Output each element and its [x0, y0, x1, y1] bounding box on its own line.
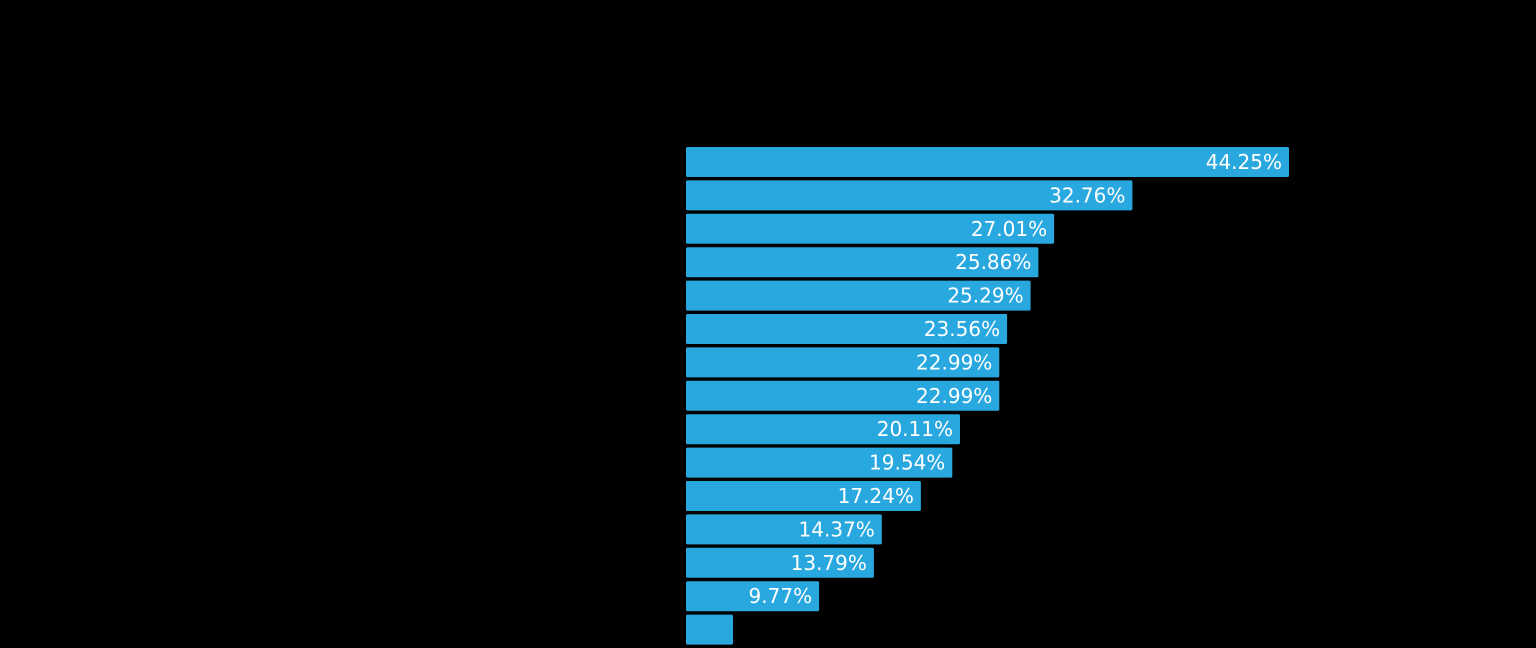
bar-value-label-7: 22.99% [916, 384, 992, 408]
bar-value-label-6: 22.99% [916, 350, 992, 374]
bar-6 [686, 347, 1000, 378]
bar-8 [686, 414, 960, 445]
bar-value-label-13: 9.77% [749, 584, 813, 608]
bar-4 [686, 280, 1031, 311]
bar-value-label-0: 44.25% [1206, 150, 1282, 174]
bar-11 [686, 514, 882, 545]
bar-value-label-8: 20.11% [877, 417, 953, 441]
bar-value-label-9: 19.54% [869, 451, 945, 475]
bar-5 [686, 314, 1008, 344]
bar-7 [686, 380, 1000, 411]
bar-value-label-2: 27.01% [971, 217, 1047, 241]
bar-value-label-10: 17.24% [838, 484, 914, 508]
bar-value-label-12: 13.79% [791, 551, 867, 575]
bar-value-label-5: 23.56% [924, 317, 1000, 341]
bar-13 [686, 581, 820, 612]
bar-value-label-1: 32.76% [1049, 183, 1125, 207]
bar-value-label-3: 25.86% [955, 250, 1031, 274]
bar-value-label-11: 14.37% [799, 517, 875, 541]
bar-value-label-4: 25.29% [947, 284, 1023, 308]
bar-12 [686, 547, 874, 578]
bar-10 [686, 481, 921, 511]
bar-9 [686, 447, 953, 478]
bar-3 [686, 247, 1039, 278]
bars-group [686, 147, 1289, 645]
bar-0 [686, 147, 1289, 177]
bar-2 [686, 213, 1055, 244]
bar-1 [686, 180, 1133, 211]
labels-group: 44.25% 32.76%27.01% 25.86% 25.29% 23.56% 22.9… [749, 150, 1282, 608]
bar-14 [686, 614, 733, 645]
